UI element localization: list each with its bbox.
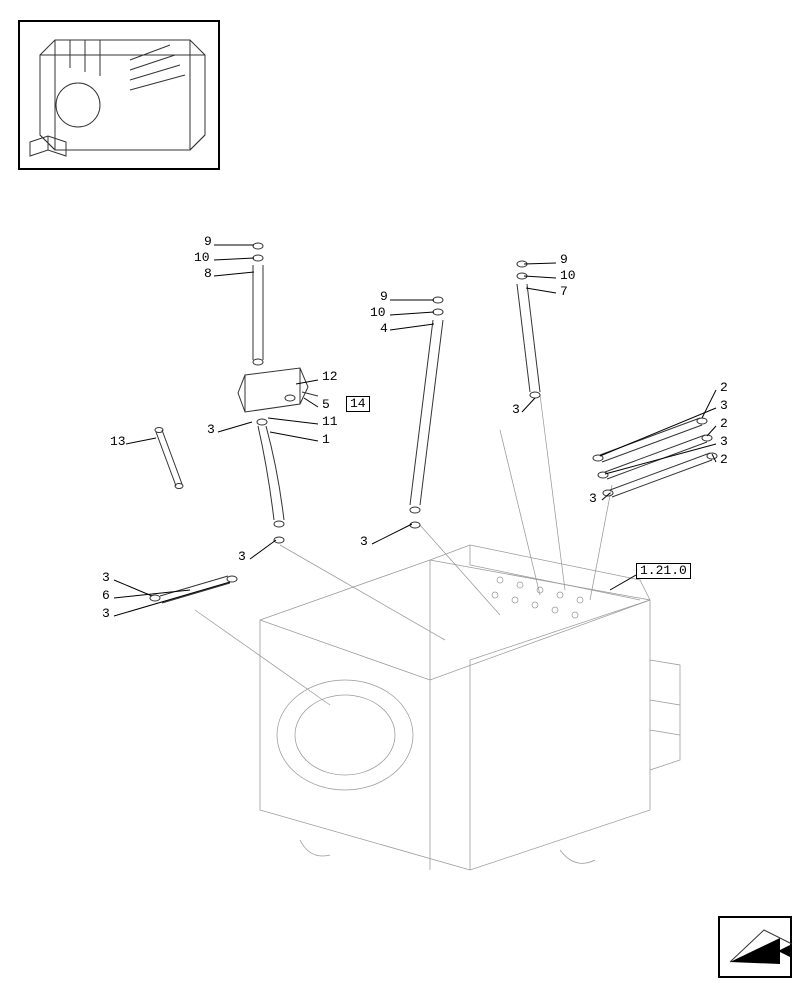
callout-3d: 3 bbox=[720, 435, 728, 449]
callout-2c: 2 bbox=[720, 453, 728, 467]
diagram-svg bbox=[0, 0, 812, 1000]
part-pipe-7 bbox=[517, 261, 540, 398]
callout-3b: 3 bbox=[512, 403, 520, 417]
callout-9c: 9 bbox=[560, 253, 568, 267]
callout-3h: 3 bbox=[102, 571, 110, 585]
callout-3c: 3 bbox=[720, 399, 728, 413]
callout-10a: 10 bbox=[194, 251, 210, 265]
part-pipe-1 bbox=[257, 419, 284, 543]
part-manifold-12 bbox=[238, 368, 318, 412]
placement-leaders bbox=[195, 395, 612, 705]
part-tube-13 bbox=[155, 428, 183, 489]
callout-6: 6 bbox=[102, 589, 110, 603]
callout-2a: 2 bbox=[720, 381, 728, 395]
main-housing bbox=[260, 545, 680, 870]
callout-13: 13 bbox=[110, 435, 126, 449]
ref-1-21-0: 1.21.0 bbox=[636, 563, 691, 579]
callout-11: 11 bbox=[322, 415, 338, 429]
thumbnail-sketch bbox=[30, 40, 205, 156]
leader-lines bbox=[114, 245, 716, 616]
callout-3e: 3 bbox=[589, 492, 597, 506]
callout-10b: 10 bbox=[370, 306, 386, 320]
callout-5: 5 bbox=[322, 398, 330, 412]
callout-2b: 2 bbox=[720, 417, 728, 431]
nav-arrow-glyph bbox=[730, 930, 792, 964]
part-pipe-8 bbox=[253, 243, 263, 365]
callout-3f: 3 bbox=[238, 550, 246, 564]
callout-12: 12 bbox=[322, 370, 338, 384]
callout-7: 7 bbox=[560, 285, 568, 299]
part-pipe-4 bbox=[410, 297, 443, 528]
callout-9a: 9 bbox=[204, 235, 212, 249]
callout-10c: 10 bbox=[560, 269, 576, 283]
callout-8: 8 bbox=[204, 267, 212, 281]
callout-9b: 9 bbox=[380, 290, 388, 304]
callout-3a: 3 bbox=[207, 423, 215, 437]
callout-3i: 3 bbox=[102, 607, 110, 621]
callout-1: 1 bbox=[322, 433, 330, 447]
part-tube-6 bbox=[150, 576, 237, 603]
callout-14: 14 bbox=[346, 396, 370, 412]
callout-3g: 3 bbox=[360, 535, 368, 549]
callout-4: 4 bbox=[380, 322, 388, 336]
